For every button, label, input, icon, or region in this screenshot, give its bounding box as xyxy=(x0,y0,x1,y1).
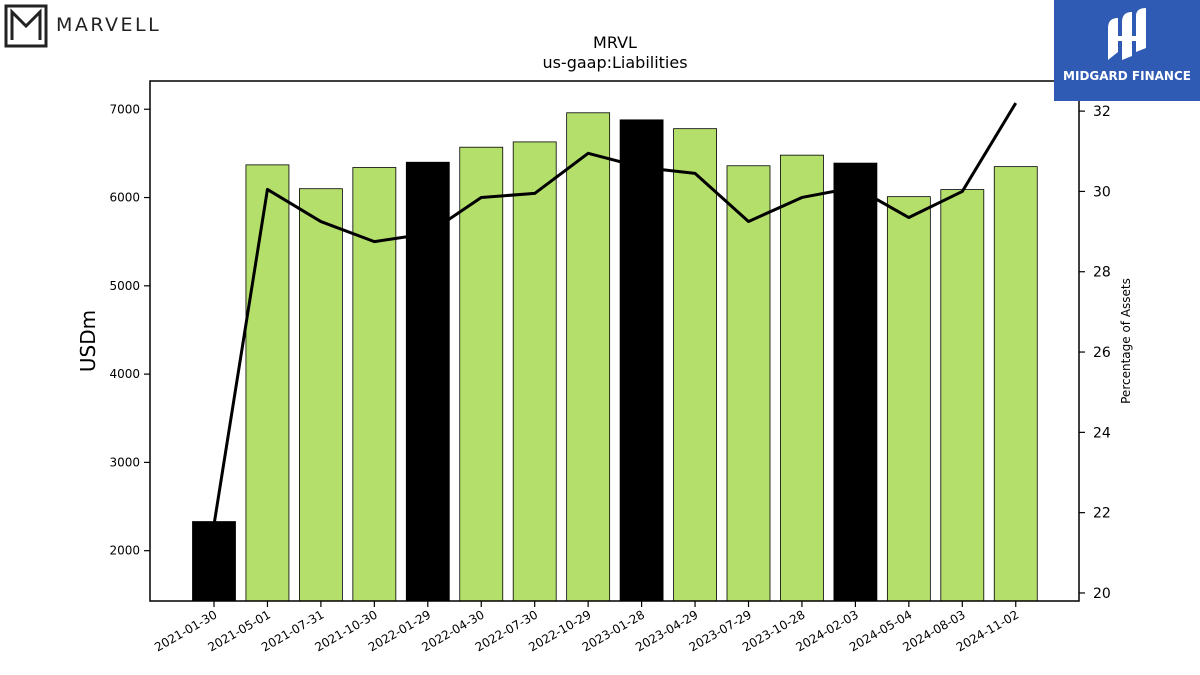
bars-layer xyxy=(192,112,1038,602)
y2-tick-label: 26 xyxy=(1093,345,1111,361)
y-tick-label: 5000 xyxy=(109,279,140,293)
y-tick-label: 3000 xyxy=(109,455,140,469)
bar xyxy=(886,196,931,602)
plot-frame xyxy=(149,80,1080,602)
bar xyxy=(726,165,771,602)
bar xyxy=(619,119,664,602)
bar xyxy=(940,189,985,602)
bar xyxy=(192,521,236,602)
bar xyxy=(405,161,450,602)
bar xyxy=(673,128,717,602)
y2-axis-label: Percentage of Assets xyxy=(1119,278,1133,404)
bar xyxy=(459,146,504,602)
bar xyxy=(245,164,290,602)
bar xyxy=(780,154,824,602)
marvell-logo: MARVELL xyxy=(4,4,164,48)
chart-subtitle: us-gaap:Liabilities xyxy=(542,53,687,72)
marvell-logo-text: MARVELL xyxy=(56,14,162,36)
y2-tick-label: 28 xyxy=(1093,265,1111,281)
y2-tick-label: 30 xyxy=(1093,184,1111,200)
y2-tick-label: 32 xyxy=(1093,104,1111,120)
bar xyxy=(512,141,557,602)
midgard-mark-icon xyxy=(1108,8,1146,60)
y-tick-label: 6000 xyxy=(109,191,140,205)
bar xyxy=(566,112,611,602)
bar xyxy=(833,162,878,602)
line-layer xyxy=(212,102,1018,525)
midgard-logo-text: MIDGARD FINANCE xyxy=(1063,69,1191,83)
y-axis-label: USDm xyxy=(76,310,100,372)
midgard-finance-logo: MIDGARD FINANCE xyxy=(1054,0,1200,101)
percentage-of-assets-line xyxy=(212,102,1018,525)
y-tick-label: 2000 xyxy=(109,544,140,558)
bar xyxy=(352,167,397,602)
y2-tick-label: 24 xyxy=(1093,425,1111,441)
bar xyxy=(298,188,343,602)
chart-title: MRVL xyxy=(593,33,637,52)
y-tick-label: 4000 xyxy=(109,367,140,381)
marvell-mark-icon xyxy=(4,4,48,48)
y-tick-label: 7000 xyxy=(109,102,140,116)
bar xyxy=(993,166,1038,602)
y2-tick-label: 20 xyxy=(1093,586,1111,602)
y2-tick-label: 22 xyxy=(1093,506,1111,522)
